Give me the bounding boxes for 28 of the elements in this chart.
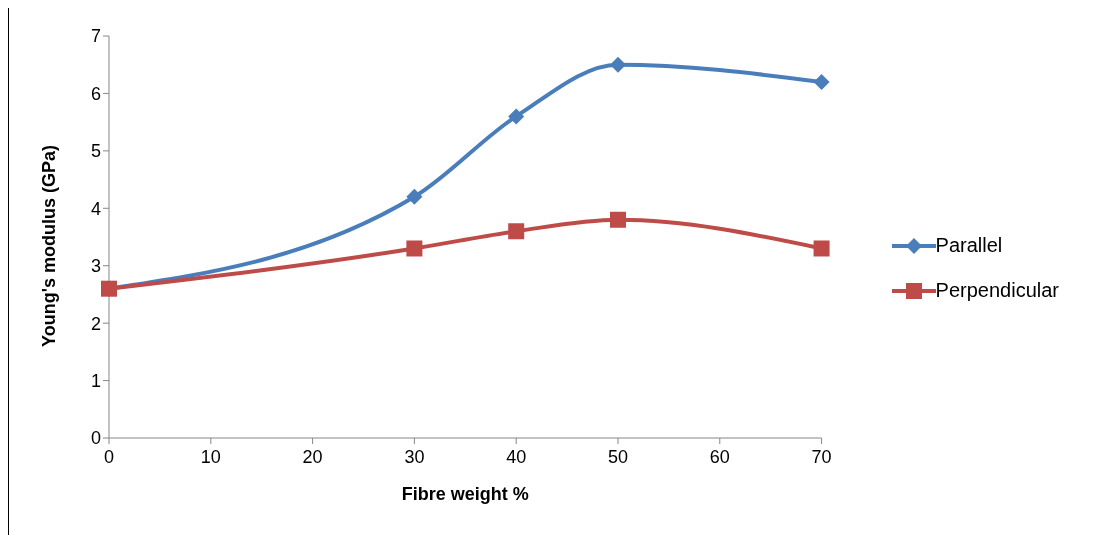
y-tick-label: 6 [90,83,101,104]
legend-label: Perpendicular [935,279,1059,302]
x-tick-label: 10 [200,446,221,467]
y-tick-label: 5 [90,141,101,162]
point [406,188,423,205]
y-axis-title: Young's modulus (GPa) [39,145,60,347]
x-tick-label: 20 [302,446,323,467]
legend-label: Parallel [935,234,1003,257]
point [609,211,626,228]
point [609,56,626,73]
x-tick-label: 50 [607,446,628,467]
y-tick-label: 7 [90,26,101,47]
y-tick-label: 1 [90,370,101,391]
x-tick-label: 0 [103,446,115,467]
x-tick-label: 60 [709,446,730,467]
y-tick-label: 0 [90,428,101,449]
x-tick-label: 40 [506,446,527,467]
point [508,108,525,125]
point [813,240,830,257]
x-tick-label: 30 [404,446,425,467]
point [406,240,423,257]
point [813,73,830,90]
point [508,223,525,240]
y-tick-label: 4 [90,198,101,219]
x-tick-label: 70 [811,446,832,467]
y-tick-label: 2 [90,313,101,334]
x-axis-title: Fibre weight % [401,484,529,504]
y-tick-label: 3 [90,256,101,277]
